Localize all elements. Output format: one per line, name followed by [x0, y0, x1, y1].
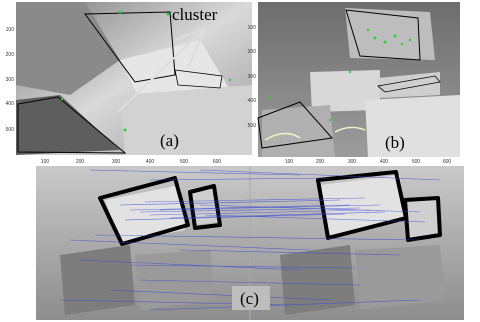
- shape: [409, 39, 411, 41]
- x-tick-label: 600: [213, 159, 222, 165]
- shape: [401, 43, 403, 45]
- x-tick-label: 400: [146, 159, 155, 165]
- panel-label: (a): [160, 131, 179, 150]
- shape: [120, 85, 252, 155]
- shape: [124, 129, 127, 132]
- panel-label: (b): [385, 133, 405, 152]
- panel-c: (c): [36, 166, 464, 320]
- panel-b: (b) 100 200 300 400 500 100 200 300 400 …: [248, 2, 460, 165]
- x-tick-label: 300: [348, 159, 357, 165]
- y-tick-label: 400: [6, 101, 15, 107]
- annotation: cluster: [172, 5, 218, 24]
- x-tick-label: 200: [76, 159, 85, 165]
- shape: [329, 119, 331, 121]
- shape: [365, 95, 460, 157]
- x-tick-label: 400: [380, 159, 389, 165]
- x-tick-label: 600: [443, 159, 452, 165]
- y-tick-label: 100: [6, 27, 15, 33]
- shape: [229, 79, 231, 81]
- y-tick-label: 400: [248, 98, 257, 104]
- y-tick-label: 300: [248, 74, 257, 80]
- shape: [374, 37, 377, 40]
- panel-label: (c): [240, 289, 259, 308]
- shape: [119, 11, 122, 14]
- panel-a: cluster (a) 100 200 300 400 500 100 200 …: [6, 2, 252, 165]
- y-tick-label: 500: [248, 123, 257, 129]
- x-tick-label: 200: [316, 159, 325, 165]
- figure: cluster (a) 100 200 300 400 500 100 200 …: [0, 0, 480, 322]
- shape: [349, 71, 351, 73]
- x-tick-label: 100: [285, 159, 294, 165]
- shape: [394, 35, 397, 38]
- shape: [367, 29, 369, 31]
- shape: [61, 98, 63, 100]
- shape: [167, 13, 170, 16]
- y-tick-label: 100: [248, 25, 257, 31]
- shape: [384, 41, 387, 44]
- y-tick-label: 200: [248, 49, 257, 55]
- x-tick-label: 500: [412, 159, 421, 165]
- y-tick-label: 200: [6, 52, 15, 58]
- y-tick-label: 500: [6, 127, 15, 133]
- y-tick-label: 300: [6, 77, 15, 83]
- x-tick-label: 100: [41, 159, 50, 165]
- shape: [269, 97, 271, 99]
- shape: [60, 245, 135, 315]
- shape: [405, 198, 440, 238]
- x-tick-label: 500: [180, 159, 189, 165]
- x-tick-label: 300: [112, 159, 121, 165]
